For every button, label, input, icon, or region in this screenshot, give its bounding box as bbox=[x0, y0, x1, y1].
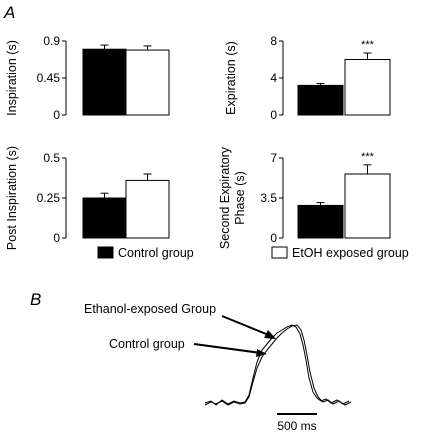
bar-etoh bbox=[344, 173, 391, 239]
y-tick-label: 0 bbox=[270, 231, 277, 245]
y-tick-label: 7 bbox=[270, 151, 277, 165]
trace-control bbox=[204, 324, 352, 406]
legend-label-control: Control group bbox=[118, 246, 194, 260]
scale-bar-label: 500 ms bbox=[277, 419, 316, 433]
bar-chart-1: 0 0.45 0.9 Inspiration (s) bbox=[5, 34, 170, 122]
bar-etoh bbox=[344, 59, 391, 116]
bar-control bbox=[297, 204, 344, 239]
y-tick-label: 8 bbox=[270, 34, 277, 48]
y-tick-label: 0.9 bbox=[43, 34, 60, 48]
bar-etoh bbox=[125, 179, 170, 239]
bar-charts: 0 0.45 0.9 Inspiration (s) 0 4 8 Expiration (s)… bbox=[5, 34, 391, 250]
y-tick-label: 0.45 bbox=[37, 71, 61, 85]
y-tick-label: 4 bbox=[270, 71, 277, 85]
trace-ethanol-exposed bbox=[204, 324, 350, 406]
trace-panel: Ethanol-exposed Group Control group 500 … bbox=[84, 302, 352, 433]
legend-label-etoh: EtOH exposed group bbox=[292, 246, 409, 260]
y-axis-label: Post Inspiration (s) bbox=[5, 146, 19, 250]
panel-label-b: B bbox=[30, 290, 41, 309]
legend-swatch-etoh bbox=[271, 246, 288, 259]
y-tick-label: 3.5 bbox=[260, 191, 277, 205]
legend-swatch-control bbox=[97, 246, 114, 259]
bar-chart-4: 0 3.5 7 Second Expiratory Phase (s) *** bbox=[218, 146, 391, 249]
y-tick-label: 0 bbox=[53, 231, 60, 245]
legend: Control group EtOH exposed group bbox=[97, 246, 409, 260]
bar-control bbox=[82, 197, 127, 239]
y-tick-label: 0 bbox=[270, 108, 277, 122]
y-tick-label: 0.25 bbox=[37, 191, 61, 205]
significance-marker: *** bbox=[361, 151, 375, 163]
y-axis-label: Inspiration (s) bbox=[5, 40, 19, 116]
significance-marker: *** bbox=[361, 39, 375, 51]
panel-label-a: A bbox=[3, 3, 15, 22]
bar-control bbox=[297, 84, 344, 116]
y-tick-label: 0.5 bbox=[43, 151, 60, 165]
y-axis-label: Expiration (s) bbox=[224, 41, 238, 115]
arrowhead-control bbox=[256, 349, 267, 357]
y-tick-label: 0 bbox=[53, 108, 60, 122]
trace-label-ethanol: Ethanol-exposed Group bbox=[84, 302, 216, 316]
arrow-ethanol bbox=[221, 315, 272, 337]
trace-label-control: Control group bbox=[109, 337, 185, 351]
bar-etoh bbox=[125, 49, 170, 116]
bar-chart-2: 0 4 8 Expiration (s) *** bbox=[224, 34, 391, 122]
bar-control bbox=[82, 48, 127, 116]
arrow-control bbox=[193, 343, 262, 354]
y-axis-label-line: Phase (s) bbox=[233, 171, 247, 225]
bar-chart-3: 0 0.25 0.5 Post Inspiration (s) bbox=[5, 146, 170, 250]
arrowhead-ethanol bbox=[264, 330, 276, 339]
y-axis-label-line: Second Expiratory bbox=[218, 146, 232, 249]
